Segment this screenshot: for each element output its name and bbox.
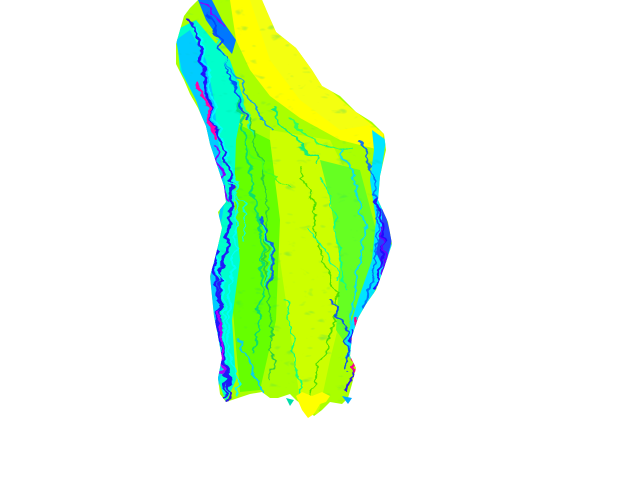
terrain-grain xyxy=(176,0,392,416)
southern-edge xyxy=(286,392,352,418)
